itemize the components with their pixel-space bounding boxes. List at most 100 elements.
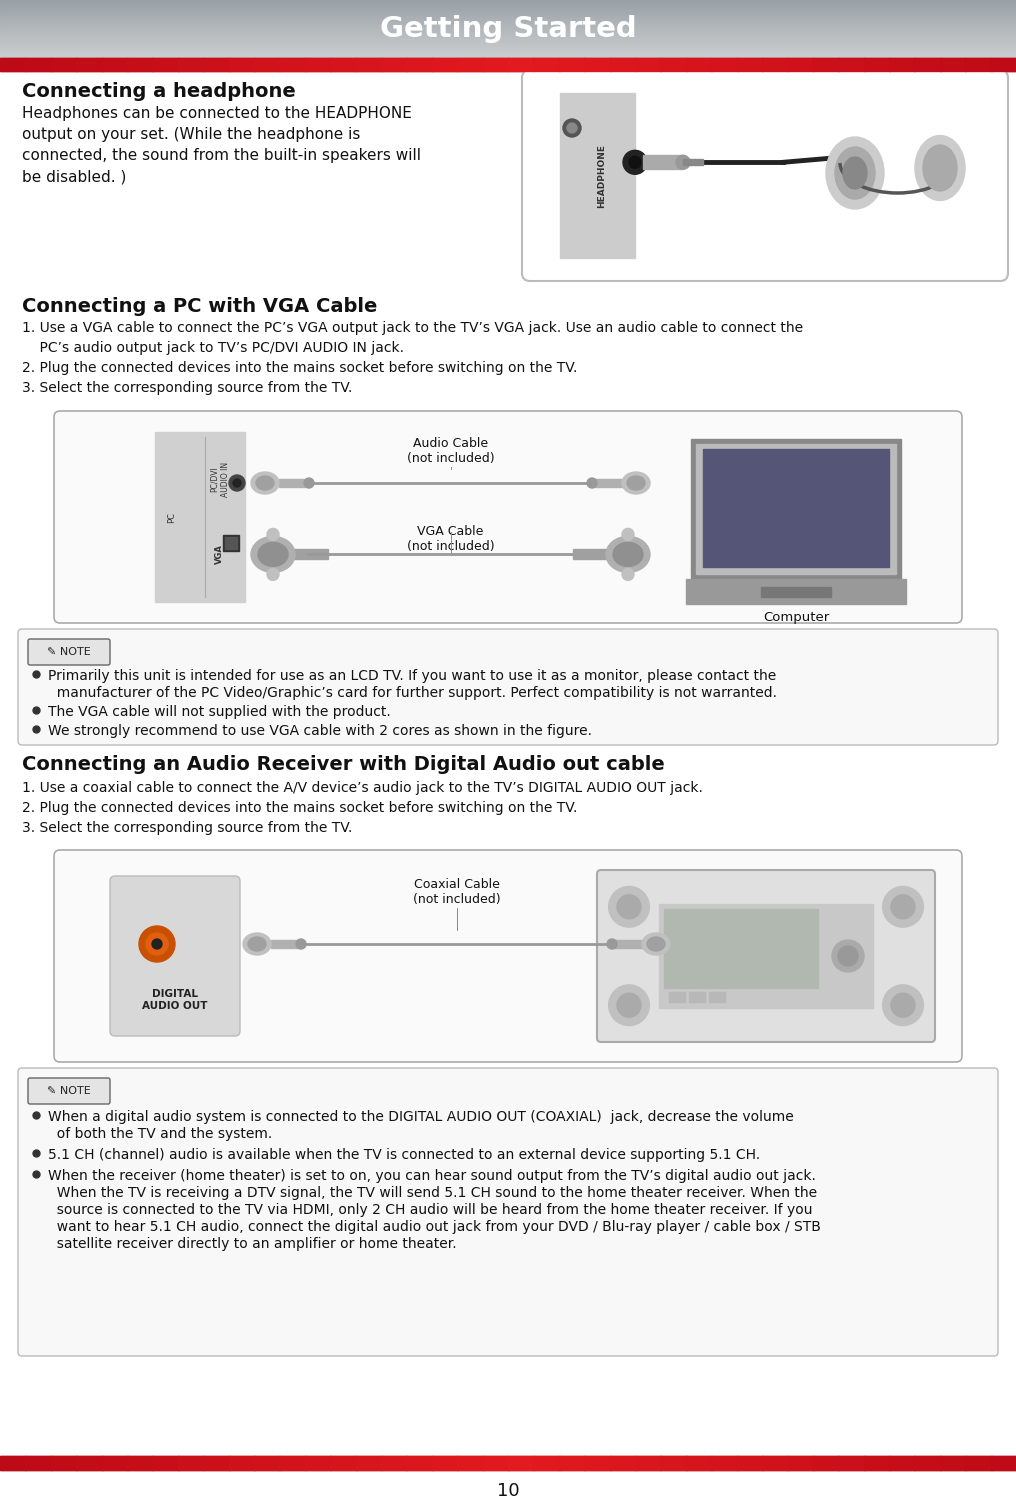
Bar <box>203 59 230 71</box>
Text: VGA Cable
(not included): VGA Cable (not included) <box>406 526 495 553</box>
Bar <box>305 1456 331 1470</box>
Bar <box>560 93 635 258</box>
Bar <box>432 1456 458 1470</box>
Bar <box>914 1456 941 1470</box>
Circle shape <box>304 477 314 488</box>
Circle shape <box>587 477 597 488</box>
Bar <box>813 59 839 71</box>
Text: Primarily this unit is intended for use as an LCD TV. If you want to use it as a: Primarily this unit is intended for use … <box>48 669 776 684</box>
Bar <box>25 59 52 71</box>
Circle shape <box>567 123 577 133</box>
Text: HEADPHONE: HEADPHONE <box>596 143 606 208</box>
Ellipse shape <box>256 476 274 489</box>
Bar <box>254 59 280 71</box>
Circle shape <box>891 992 915 1017</box>
Circle shape <box>622 529 634 541</box>
Bar <box>659 904 873 1008</box>
FancyBboxPatch shape <box>18 1068 998 1355</box>
Bar <box>406 1456 433 1470</box>
Bar <box>0 59 26 71</box>
Ellipse shape <box>627 476 645 489</box>
Bar <box>279 479 309 486</box>
Circle shape <box>891 895 915 919</box>
Polygon shape <box>696 444 896 574</box>
Circle shape <box>609 887 649 926</box>
Text: ✎ NOTE: ✎ NOTE <box>47 1086 90 1096</box>
FancyBboxPatch shape <box>54 411 962 623</box>
Bar <box>229 59 255 71</box>
Bar <box>660 1456 687 1470</box>
Bar <box>965 59 992 71</box>
Text: ✎ NOTE: ✎ NOTE <box>47 648 90 657</box>
Bar <box>889 1456 915 1470</box>
Text: 10: 10 <box>497 1482 519 1500</box>
Text: Headphones can be connected to the HEADPHONE: Headphones can be connected to the HEADP… <box>22 105 411 120</box>
Text: PC: PC <box>167 512 176 523</box>
Circle shape <box>832 940 864 971</box>
Text: The VGA cable will not supplied with the product.: The VGA cable will not supplied with the… <box>48 705 391 718</box>
Bar <box>223 535 239 551</box>
Circle shape <box>883 985 923 1026</box>
Bar <box>686 1456 712 1470</box>
Bar <box>914 59 941 71</box>
Ellipse shape <box>606 536 650 572</box>
Circle shape <box>563 119 581 137</box>
Circle shape <box>883 887 923 926</box>
Ellipse shape <box>843 157 867 188</box>
Bar <box>762 59 788 71</box>
Text: 5.1 CH (channel) audio is available when the TV is connected to an external devi: 5.1 CH (channel) audio is available when… <box>48 1148 760 1163</box>
Text: When the receiver (home theater) is set to on, you can hear sound output from th: When the receiver (home theater) is set … <box>48 1169 816 1184</box>
Bar <box>483 59 509 71</box>
FancyBboxPatch shape <box>522 69 1008 282</box>
Circle shape <box>152 940 162 949</box>
Bar <box>711 1456 738 1470</box>
Bar <box>940 59 966 71</box>
Circle shape <box>267 529 279 541</box>
Text: Audio Cable
(not included): Audio Cable (not included) <box>406 437 495 465</box>
Bar <box>155 432 245 602</box>
Bar <box>225 536 237 548</box>
Bar <box>669 992 685 1001</box>
Bar <box>381 59 407 71</box>
FancyBboxPatch shape <box>28 639 110 666</box>
Bar <box>279 1456 306 1470</box>
Bar <box>965 1456 992 1470</box>
Bar <box>127 1456 153 1470</box>
Ellipse shape <box>647 937 665 950</box>
Text: VGA: VGA <box>215 545 225 565</box>
Bar <box>406 59 433 71</box>
Bar <box>635 1456 661 1470</box>
Bar <box>330 1456 357 1470</box>
Bar <box>533 1456 560 1470</box>
Bar <box>610 59 636 71</box>
Bar <box>279 59 306 71</box>
Bar <box>683 160 703 166</box>
Bar <box>483 1456 509 1470</box>
Text: Connecting an Audio Receiver with Digital Audio out cable: Connecting an Audio Receiver with Digita… <box>22 755 664 774</box>
Text: output on your set. (While the headphone is: output on your set. (While the headphone… <box>22 127 361 142</box>
Bar <box>229 1456 255 1470</box>
Bar <box>0 1456 1016 1470</box>
Bar <box>508 59 534 71</box>
Bar <box>0 1456 26 1470</box>
Bar <box>76 59 103 71</box>
Text: PC’s audio output jack to TV’s PC/DVI AUDIO IN jack.: PC’s audio output jack to TV’s PC/DVI AU… <box>22 340 404 355</box>
Circle shape <box>617 992 641 1017</box>
Circle shape <box>617 895 641 919</box>
Bar <box>178 1456 204 1470</box>
Text: Connecting a headphone: Connecting a headphone <box>22 81 296 101</box>
Circle shape <box>609 985 649 1026</box>
Circle shape <box>838 946 858 965</box>
Text: Getting Started: Getting Started <box>380 15 636 44</box>
Bar <box>940 1456 966 1470</box>
Text: Computer: Computer <box>763 611 829 623</box>
Bar <box>889 59 915 71</box>
Polygon shape <box>691 440 901 578</box>
Bar <box>152 59 179 71</box>
Bar <box>787 59 814 71</box>
Text: 2. Plug the connected devices into the mains socket before switching on the TV.: 2. Plug the connected devices into the m… <box>22 801 577 815</box>
Circle shape <box>676 155 690 169</box>
FancyBboxPatch shape <box>54 849 962 1062</box>
Bar <box>51 59 77 71</box>
Bar <box>293 550 328 559</box>
